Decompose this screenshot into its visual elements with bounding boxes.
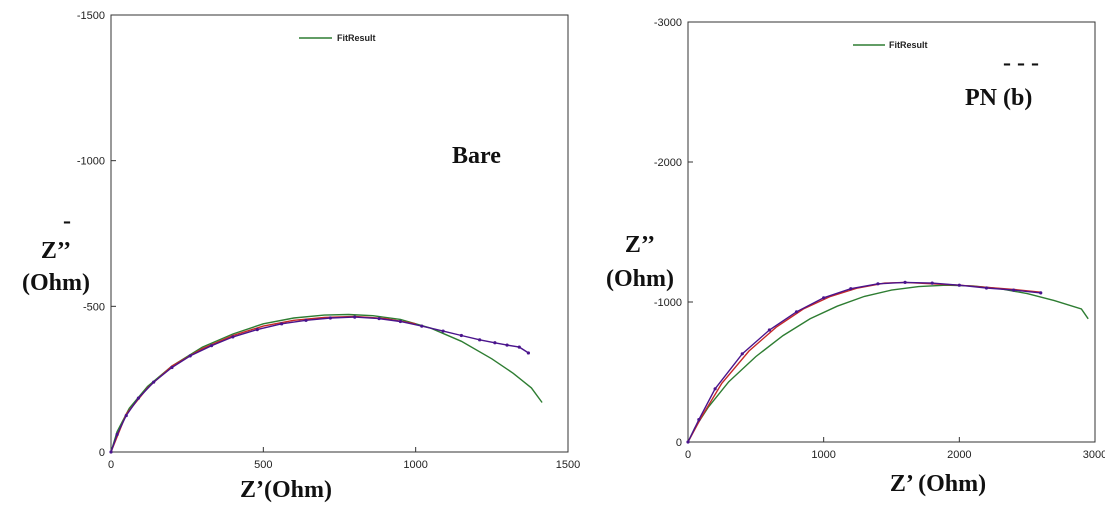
legend-label: FitResult	[889, 40, 928, 50]
data-point	[767, 328, 772, 332]
legend-pn: FitResult	[853, 40, 928, 50]
annotation-mark-pn: - - -	[1003, 50, 1039, 76]
data-point	[930, 281, 934, 285]
x-axis-label-bare: Z’(Ohm)	[240, 477, 332, 503]
data-point	[493, 341, 497, 345]
y-tick-label: 0	[99, 447, 105, 459]
x-tick-label: 1000	[403, 459, 427, 471]
data-point	[136, 396, 141, 400]
data-point	[459, 333, 463, 338]
data-point	[505, 343, 509, 347]
data-point	[697, 418, 701, 422]
y-axis-label-line1-pn: Z’’	[625, 232, 655, 258]
y-axis-mark-bare: -	[63, 208, 71, 234]
ticks-pn: 0 1000 2000 3000 0 -1000 -2000 -3000	[654, 17, 1105, 461]
data-point	[1039, 291, 1043, 295]
plot-frame-bare	[110, 14, 569, 453]
x-tick-label: 2000	[947, 449, 971, 461]
series-pn	[686, 280, 1089, 444]
data-point	[713, 387, 717, 391]
data-point	[526, 351, 530, 355]
series-line-data-2	[687, 281, 1041, 443]
ticks-bare: 0 500 1000 1500 0 -500 -1000 -1500	[77, 10, 580, 471]
x-axis-label-pn: Z’ (Ohm)	[890, 471, 986, 497]
data-point	[353, 315, 357, 319]
data-point	[255, 328, 259, 332]
data-point	[794, 310, 799, 314]
data-point	[231, 335, 235, 339]
data-point	[209, 344, 214, 348]
data-point	[903, 280, 907, 284]
data-point	[478, 338, 482, 342]
x-tick-label: 0	[685, 449, 691, 461]
x-tick-label: 3000	[1083, 449, 1105, 461]
y-tick-label: -1000	[654, 297, 682, 309]
panel-bare: 0 500 1000 1500 0 -500 -1000 -1500 FitResult Ba…	[22, 10, 580, 503]
y-axis-label-line2-bare: (Ohm)	[22, 270, 90, 296]
data-point	[876, 282, 880, 286]
y-tick-label: -2000	[654, 157, 682, 169]
series-line-fitresult	[110, 313, 543, 453]
data-point	[441, 329, 445, 333]
data-point	[328, 316, 332, 320]
data-point	[304, 318, 308, 322]
data-point	[686, 440, 690, 444]
series-bare	[109, 313, 543, 454]
x-tick-label: 1000	[811, 449, 835, 461]
data-point	[1012, 288, 1016, 292]
data-point	[984, 286, 989, 290]
data-point	[822, 296, 826, 300]
data-point	[849, 287, 853, 291]
annotation-pn: PN (b)	[965, 85, 1032, 111]
data-point	[420, 324, 424, 328]
series-line-data-1	[687, 281, 1041, 443]
data-point	[152, 380, 156, 384]
legend-label: FitResult	[337, 33, 376, 43]
y-tick-label: -500	[83, 301, 105, 313]
data-point	[109, 450, 113, 454]
data-point	[170, 365, 174, 370]
data-point	[280, 322, 284, 326]
y-axis-label-line2-pn: (Ohm)	[606, 266, 674, 292]
y-tick-label: -3000	[654, 17, 682, 29]
x-tick-label: 1500	[556, 459, 580, 471]
data-point	[377, 316, 381, 321]
series-line-data-1	[110, 315, 416, 453]
y-tick-label: 0	[676, 437, 682, 449]
data-point	[957, 283, 961, 287]
series-line-data-2	[110, 316, 529, 453]
data-point	[740, 352, 744, 356]
annotation-bare: Bare	[452, 143, 501, 169]
x-tick-label: 0	[108, 459, 114, 471]
x-tick-label: 500	[254, 459, 272, 471]
y-tick-label: -1500	[77, 10, 105, 22]
y-axis-label-line1-bare: Z’’	[41, 238, 71, 264]
data-point	[398, 319, 403, 324]
data-point	[124, 413, 128, 418]
data-point	[115, 432, 119, 437]
legend-bare: FitResult	[299, 33, 376, 43]
series-line-fitresult	[687, 284, 1089, 443]
y-tick-label: -1000	[77, 156, 105, 168]
plot-frame-pn	[687, 21, 1096, 443]
data-point	[517, 345, 521, 349]
data-point	[188, 354, 192, 358]
